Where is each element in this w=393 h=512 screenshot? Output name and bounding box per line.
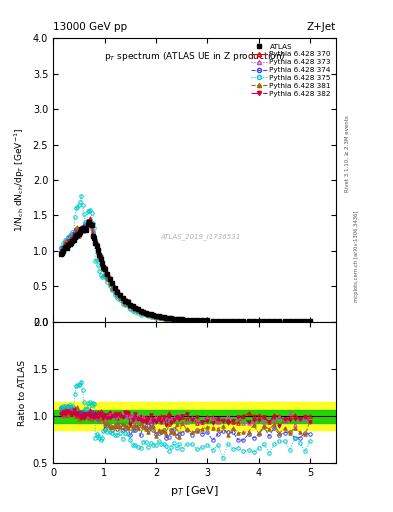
Y-axis label: Ratio to ATLAS: Ratio to ATLAS xyxy=(18,359,27,425)
Text: Rivet 3.1.10, ≥ 2.3M events: Rivet 3.1.10, ≥ 2.3M events xyxy=(345,115,350,192)
Text: Z+Jet: Z+Jet xyxy=(307,22,336,32)
Y-axis label: 1/N$_{\rm ch}$ dN$_{\rm ch}$/dp$_T$ [GeV$^{-1}$]: 1/N$_{\rm ch}$ dN$_{\rm ch}$/dp$_T$ [GeV… xyxy=(13,128,27,232)
Text: mcplots.cern.ch [arXiv:1306.3436]: mcplots.cern.ch [arXiv:1306.3436] xyxy=(354,210,359,302)
Text: ATLAS_2019_I1736531: ATLAS_2019_I1736531 xyxy=(160,233,240,240)
Text: 13000 GeV pp: 13000 GeV pp xyxy=(53,22,127,32)
X-axis label: p$_T$ [GeV]: p$_T$ [GeV] xyxy=(170,484,219,498)
Legend: ATLAS, Pythia 6.428 370, Pythia 6.428 373, Pythia 6.428 374, Pythia 6.428 375, P: ATLAS, Pythia 6.428 370, Pythia 6.428 37… xyxy=(249,42,332,98)
Text: p$_T$ spectrum (ATLAS UE in Z production): p$_T$ spectrum (ATLAS UE in Z production… xyxy=(104,50,285,63)
